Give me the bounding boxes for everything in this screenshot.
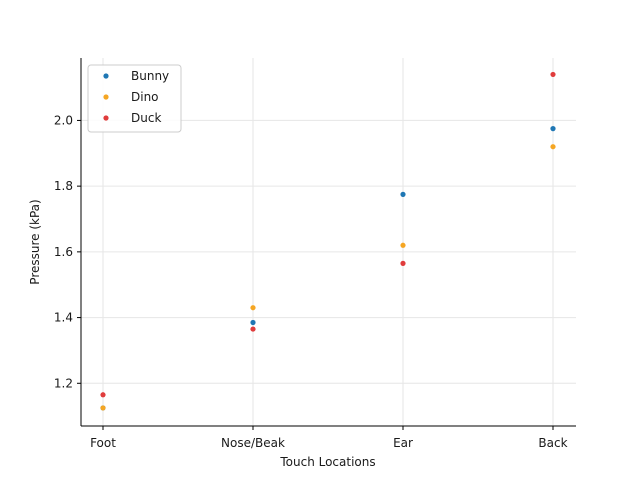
data-point-bunny (250, 319, 256, 326)
x-axis-label: Touch Locations (279, 455, 375, 469)
data-point-dino (550, 144, 556, 150)
data-point-dino (250, 305, 256, 311)
legend-label-duck: Duck (131, 111, 161, 125)
data-point-duck (250, 326, 256, 332)
axes (80, 58, 576, 427)
legend: Bunny Dino Duck (87, 64, 182, 133)
x-tick-label: Foot (90, 436, 116, 450)
legend-marker-bunny (103, 73, 109, 79)
x-tick-label: Back (538, 436, 567, 450)
y-tick-label: 1.2 (54, 376, 73, 390)
x-tick-label: Ear (393, 436, 413, 450)
x-ticks: Foot Nose/Beak Ear Back (90, 426, 568, 450)
data-point-bunny (400, 191, 406, 197)
y-tick-label: 1.8 (54, 179, 73, 193)
legend-box (87, 64, 182, 133)
y-tick-label: 1.4 (54, 311, 73, 325)
legend-marker-dino (103, 94, 109, 100)
y-tick-label: 2.0 (54, 113, 73, 127)
legend-marker-duck (103, 115, 109, 121)
y-ticks: 1.2 1.4 1.6 1.8 2.0 (54, 113, 81, 390)
data-point-duck (400, 260, 406, 266)
grid-lines (81, 58, 576, 426)
data-point-duck (550, 71, 556, 78)
data-point-bunny (550, 126, 556, 132)
legend-label-dino: Dino (131, 90, 159, 104)
data-point-duck (100, 392, 106, 398)
y-tick-label: 1.6 (54, 245, 73, 259)
data-points (100, 71, 556, 411)
data-point-dino (400, 242, 406, 248)
legend-label-bunny: Bunny (131, 69, 169, 83)
x-tick-label: Nose/Beak (221, 436, 285, 450)
data-point-dino (100, 405, 106, 411)
y-axis-label: Pressure (kPa) (28, 199, 42, 284)
